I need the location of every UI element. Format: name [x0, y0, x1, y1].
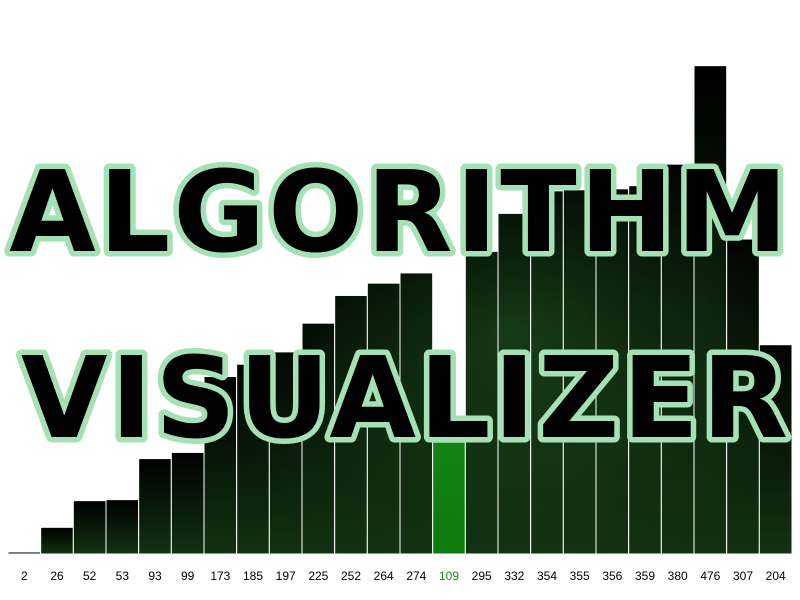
bars-group — [7, 65, 800, 590]
app-title: ALGORITHM VISUALIZER — [4, 143, 794, 470]
bar-value-label: 380 — [668, 569, 688, 583]
bar-value-label: 274 — [406, 569, 426, 583]
bar — [170, 451, 205, 555]
bar-value-label: 252 — [341, 569, 361, 583]
bar — [105, 499, 140, 555]
value-labels: 2 26 52 53 93 99 173 185 197 225 252 264 274 109 295 33… — [21, 569, 786, 583]
bar-value-label: 52 — [83, 569, 97, 583]
bar-value-label: 197 — [276, 569, 296, 583]
bar-value-label: 354 — [537, 569, 557, 583]
background-glow — [180, 70, 800, 590]
bar-value-label: 93 — [148, 569, 162, 583]
bar-value-label: 476 — [700, 569, 720, 583]
bar-value-label: 204 — [766, 569, 786, 583]
bar-value-label: 332 — [504, 569, 524, 583]
bar-value-label: 359 — [635, 569, 655, 583]
bar-value-label: 53 — [116, 569, 130, 583]
bar-value-label: 99 — [181, 569, 195, 583]
bar — [7, 551, 42, 555]
bar-value-label: 26 — [50, 569, 64, 583]
bar-value-label: 356 — [602, 569, 622, 583]
bar-value-label: 307 — [733, 569, 753, 583]
title-line-2: VISUALIZER — [21, 334, 791, 464]
bar-value-label: 355 — [570, 569, 590, 583]
bar — [72, 500, 107, 555]
bar — [138, 458, 172, 555]
bar-value-label: 295 — [472, 569, 492, 583]
bar-value-label: 173 — [210, 569, 230, 583]
bar — [40, 526, 74, 555]
bar-value-label: 185 — [243, 569, 263, 583]
bar-value-label: 264 — [374, 569, 394, 583]
bar-value-label: 225 — [308, 569, 328, 583]
bar-value-label: 2 — [21, 569, 28, 583]
bar-value-label-active: 109 — [439, 569, 459, 583]
title-line-1: ALGORITHM — [9, 148, 791, 278]
